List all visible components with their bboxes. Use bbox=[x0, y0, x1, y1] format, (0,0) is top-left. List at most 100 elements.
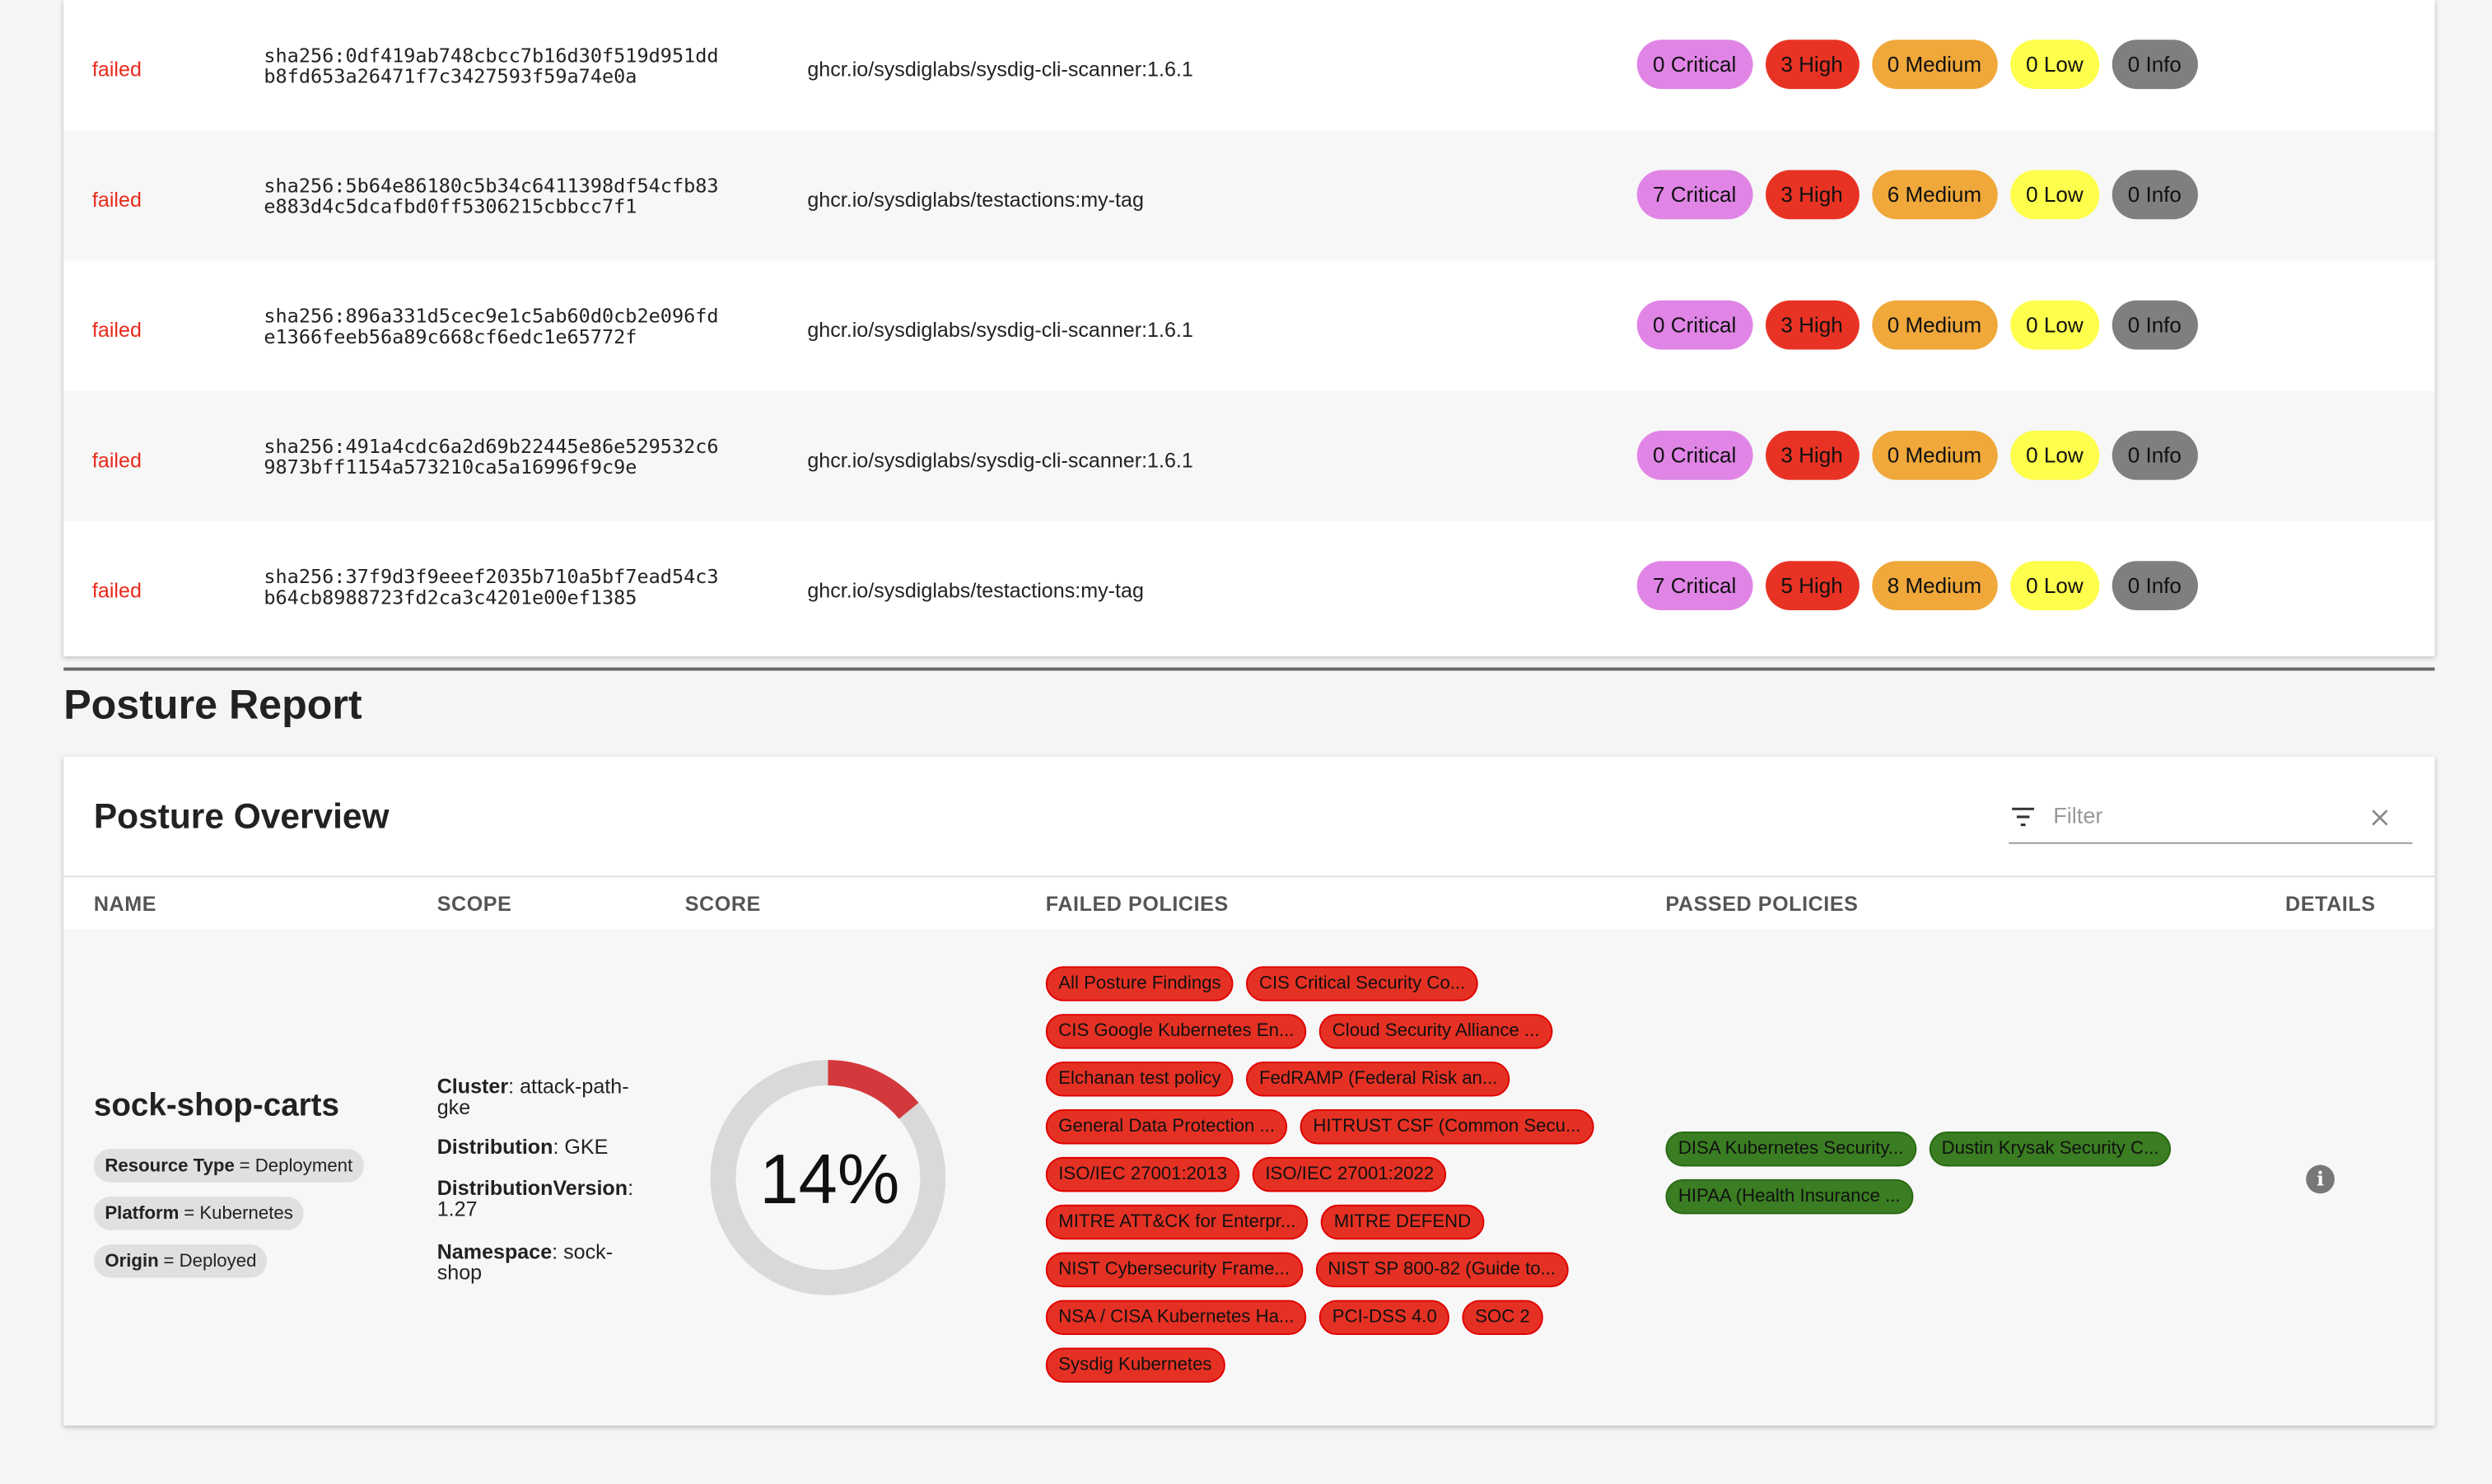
posture-overview-title: Posture Overview bbox=[93, 796, 390, 837]
column-failed-policies[interactable]: FAILED POLICIES bbox=[1045, 891, 1229, 916]
column-passed-policies[interactable]: PASSED POLICIES bbox=[1665, 891, 1859, 916]
table-row: failed sha256:491a4cdc6a2d69b22445e86e529… bbox=[63, 390, 2435, 521]
medium-badge: 0 Medium bbox=[1871, 40, 1998, 90]
failed-policy-tag[interactable]: CIS Google Kubernetes En... bbox=[1045, 1014, 1307, 1049]
chip-value: = Deployed bbox=[163, 1251, 257, 1271]
critical-badge: 7 Critical bbox=[1636, 561, 1752, 611]
status-label: failed bbox=[91, 578, 142, 603]
image-name[interactable]: ghcr.io/sysdiglabs/sysdig-cli-scanner:1.… bbox=[807, 317, 1193, 342]
column-score[interactable]: SCORE bbox=[684, 891, 761, 916]
image-name[interactable]: ghcr.io/sysdiglabs/sysdig-cli-scanner:1.… bbox=[807, 57, 1193, 82]
medium-badge: 6 Medium bbox=[1871, 170, 1998, 220]
failed-policy-tag[interactable]: NSA / CISA Kubernetes Ha... bbox=[1045, 1300, 1307, 1336]
failed-policy-tag[interactable]: FedRAMP (Federal Risk an... bbox=[1246, 1062, 1510, 1097]
failed-policies: All Posture Findings CIS Critical Securit… bbox=[1045, 966, 1618, 1383]
failed-policy-tag[interactable]: CIS Critical Security Co... bbox=[1246, 966, 1478, 1001]
passed-policy-tag[interactable]: Dustin Krysak Security C... bbox=[1929, 1132, 2172, 1167]
image-name[interactable]: ghcr.io/sysdiglabs/sysdig-cli-scanner:1.… bbox=[807, 448, 1193, 473]
table-row: failed sha256:5b64e86180c5b34c6411398df54… bbox=[63, 130, 2435, 261]
scope-value: : 1.27 bbox=[436, 1176, 634, 1221]
chip-key: Resource Type bbox=[105, 1155, 235, 1176]
failed-policy-tag[interactable]: MITRE ATT&CK for Enterpr... bbox=[1045, 1204, 1309, 1240]
info-icon[interactable]: i bbox=[2306, 1164, 2335, 1194]
table-header: NAME SCOPE SCORE FAILED POLICIES PASSED … bbox=[63, 875, 2435, 931]
image-name[interactable]: ghcr.io/sysdiglabs/testactions:my-tag bbox=[807, 187, 1144, 212]
passed-policy-tag[interactable]: HIPAA (Health Insurance ... bbox=[1665, 1178, 1914, 1215]
scope-value: : attack-path-gke bbox=[436, 1074, 629, 1119]
filter-chip[interactable]: Resource Type = Deployment bbox=[93, 1149, 364, 1183]
status-label: failed bbox=[91, 448, 142, 473]
column-name[interactable]: NAME bbox=[93, 891, 157, 916]
filter-chip[interactable]: Origin = Deployed bbox=[93, 1244, 268, 1278]
scope-item: Distribution: GKE bbox=[437, 1136, 636, 1157]
section-divider bbox=[63, 667, 2435, 671]
medium-badge: 0 Medium bbox=[1871, 430, 1998, 480]
image-name[interactable]: ghcr.io/sysdiglabs/testactions:my-tag bbox=[807, 578, 1144, 603]
failed-policy-tag[interactable]: SOC 2 bbox=[1462, 1300, 1543, 1336]
image-digest: sha256:37f9d3f9eeef2035b710a5bf7ead54c3 b… bbox=[264, 567, 718, 609]
failed-policy-tag[interactable]: ISO/IEC 27001:2013 bbox=[1045, 1156, 1240, 1192]
passed-policy-tag[interactable]: DISA Kubernetes Security... bbox=[1665, 1132, 1916, 1167]
low-badge: 0 Low bbox=[2009, 300, 2099, 350]
low-badge: 0 Low bbox=[2009, 170, 2099, 220]
scope-key: Namespace bbox=[436, 1239, 553, 1264]
image-digest: sha256:896a331d5cec9e1c5ab60d0cb2e096fd e… bbox=[264, 306, 718, 348]
image-digest: sha256:5b64e86180c5b34c6411398df54cfb83 e… bbox=[264, 175, 719, 217]
status-label: failed bbox=[91, 187, 142, 212]
severity-badges: 0 Critical 3 High 0 Medium 0 Low 0 Info bbox=[1636, 430, 2198, 480]
failed-policy-tag[interactable]: All Posture Findings bbox=[1045, 966, 1234, 1001]
score-arc bbox=[710, 1060, 946, 1295]
image-digest: sha256:0df419ab748cbcc7b16d30f519d951dd b… bbox=[264, 45, 718, 88]
filter-chip[interactable]: Platform = Kubernetes bbox=[93, 1197, 305, 1230]
scope-key: Distribution bbox=[436, 1134, 553, 1159]
critical-badge: 7 Critical bbox=[1636, 170, 1752, 220]
low-badge: 0 Low bbox=[2009, 430, 2099, 480]
scope-value: : GKE bbox=[553, 1134, 609, 1159]
critical-badge: 0 Critical bbox=[1636, 300, 1752, 350]
image-digest: sha256:491a4cdc6a2d69b22445e86e529532c6 9… bbox=[264, 435, 719, 478]
failed-policy-tag[interactable]: HITRUST CSF (Common Secu... bbox=[1300, 1109, 1594, 1145]
info-badge: 0 Info bbox=[2112, 40, 2198, 90]
failed-policy-tag[interactable]: NIST Cybersecurity Frame... bbox=[1045, 1252, 1303, 1288]
low-badge: 0 Low bbox=[2009, 40, 2099, 90]
digest-line: sha256:491a4cdc6a2d69b22445e86e529532c6 bbox=[264, 435, 719, 458]
failed-policy-tag[interactable]: Sysdig Kubernetes bbox=[1045, 1347, 1225, 1383]
failed-policy-tag[interactable]: MITRE DEFEND bbox=[1321, 1204, 1484, 1240]
scope-item: Cluster: attack-path-gke bbox=[437, 1076, 636, 1117]
digest-line: sha256:5b64e86180c5b34c6411398df54cfb83 bbox=[264, 175, 719, 198]
high-badge: 3 High bbox=[1765, 170, 1859, 220]
table-row: failed sha256:0df419ab748cbcc7b16d30f519d… bbox=[63, 0, 2434, 130]
posture-overview-card: Posture Overview NAME SCOPE SCORE FAILED… bbox=[63, 756, 2435, 1426]
failed-policy-tag[interactable]: NIST SP 800-82 (Guide to... bbox=[1314, 1252, 1569, 1288]
failed-policy-tag[interactable]: General Data Protection ... bbox=[1045, 1109, 1288, 1145]
severity-badges: 0 Critical 3 High 0 Medium 0 Low 0 Info bbox=[1636, 40, 2198, 90]
failed-policy-tag[interactable]: Cloud Security Alliance ... bbox=[1319, 1014, 1552, 1049]
low-badge: 0 Low bbox=[2009, 561, 2099, 611]
failed-policy-tag[interactable]: ISO/IEC 27001:2022 bbox=[1252, 1156, 1447, 1192]
medium-badge: 0 Medium bbox=[1871, 300, 1998, 350]
filter-input[interactable] bbox=[2050, 800, 2359, 830]
scope-item: Namespace: sock-shop bbox=[437, 1241, 636, 1282]
info-badge: 0 Info bbox=[2112, 561, 2198, 611]
digest-line: e1366feeb56a89c668cf6edc1e65772f bbox=[264, 325, 637, 348]
severity-badges: 0 Critical 3 High 0 Medium 0 Low 0 Info bbox=[1636, 300, 2198, 350]
scope-item: DistributionVersion: 1.27 bbox=[437, 1178, 636, 1219]
chip-value: = Deployment bbox=[239, 1155, 353, 1176]
status-label: failed bbox=[91, 317, 142, 342]
passed-policies: DISA Kubernetes Security... Dustin Krysak… bbox=[1665, 1132, 2205, 1215]
digest-line: b8fd653a26471f7c3427593f59a74e0a bbox=[264, 65, 637, 88]
filter-field[interactable] bbox=[2009, 798, 2413, 844]
failed-policy-tag[interactable]: Elchanan test policy bbox=[1045, 1062, 1234, 1097]
failed-policy-tag[interactable]: PCI-DSS 4.0 bbox=[1319, 1300, 1450, 1336]
info-badge: 0 Info bbox=[2112, 170, 2198, 220]
score-label: 14% bbox=[759, 1140, 899, 1218]
info-badge: 0 Info bbox=[2112, 300, 2198, 350]
high-badge: 3 High bbox=[1765, 40, 1859, 90]
severity-badges: 7 Critical 3 High 6 Medium 0 Low 0 Info bbox=[1636, 170, 2198, 220]
column-scope[interactable]: SCOPE bbox=[436, 891, 512, 916]
critical-badge: 0 Critical bbox=[1636, 40, 1752, 90]
column-details[interactable]: DETAILS bbox=[2285, 891, 2376, 916]
severity-badges: 7 Critical 5 High 8 Medium 0 Low 0 Info bbox=[1636, 561, 2198, 611]
clear-icon[interactable] bbox=[2371, 809, 2388, 826]
info-badge: 0 Info bbox=[2112, 430, 2198, 480]
